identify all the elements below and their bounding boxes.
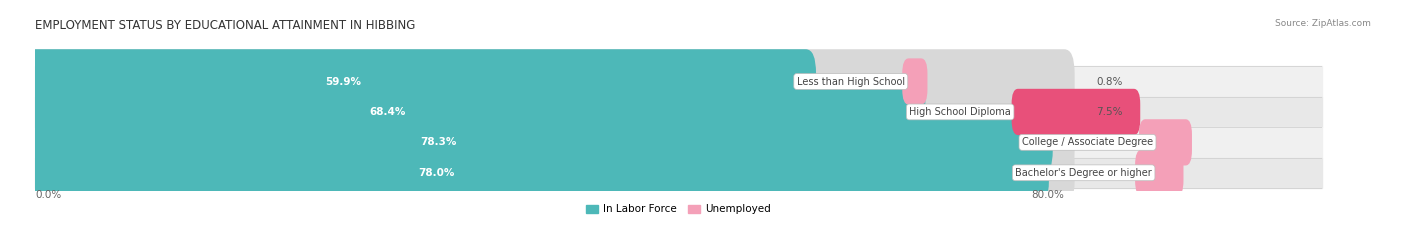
Bar — [35, 66, 1322, 97]
FancyBboxPatch shape — [25, 49, 815, 114]
Bar — [35, 97, 1322, 127]
Legend: In Labor Force, Unemployed: In Labor Force, Unemployed — [582, 200, 775, 219]
Text: 2.6%: 2.6% — [1097, 137, 1123, 147]
Text: College / Associate Degree: College / Associate Degree — [1022, 137, 1153, 147]
Text: 78.0%: 78.0% — [419, 168, 454, 178]
FancyBboxPatch shape — [25, 110, 1053, 175]
FancyBboxPatch shape — [25, 140, 1049, 205]
Text: EMPLOYMENT STATUS BY EDUCATIONAL ATTAINMENT IN HIBBING: EMPLOYMENT STATUS BY EDUCATIONAL ATTAINM… — [35, 19, 416, 32]
Text: Less than High School: Less than High School — [797, 76, 905, 86]
Text: Source: ZipAtlas.com: Source: ZipAtlas.com — [1275, 19, 1371, 28]
FancyBboxPatch shape — [25, 80, 925, 144]
FancyBboxPatch shape — [25, 80, 1074, 144]
FancyBboxPatch shape — [25, 110, 1074, 175]
FancyBboxPatch shape — [1011, 89, 1140, 135]
FancyBboxPatch shape — [1139, 119, 1192, 165]
Text: High School Diploma: High School Diploma — [910, 107, 1011, 117]
FancyBboxPatch shape — [1135, 150, 1184, 196]
FancyBboxPatch shape — [25, 140, 1074, 205]
Bar — [35, 158, 1322, 188]
Text: Bachelor's Degree or higher: Bachelor's Degree or higher — [1015, 168, 1152, 178]
FancyBboxPatch shape — [25, 49, 1074, 114]
Text: 78.3%: 78.3% — [420, 137, 457, 147]
Text: 0.8%: 0.8% — [1097, 76, 1123, 86]
FancyBboxPatch shape — [903, 58, 928, 105]
Text: 59.9%: 59.9% — [325, 76, 361, 86]
Text: 2.3%: 2.3% — [1097, 168, 1123, 178]
Text: 7.5%: 7.5% — [1097, 107, 1123, 117]
Text: 0.0%: 0.0% — [35, 190, 62, 200]
Text: 80.0%: 80.0% — [1032, 190, 1064, 200]
Bar — [35, 127, 1322, 158]
Text: 68.4%: 68.4% — [368, 107, 405, 117]
